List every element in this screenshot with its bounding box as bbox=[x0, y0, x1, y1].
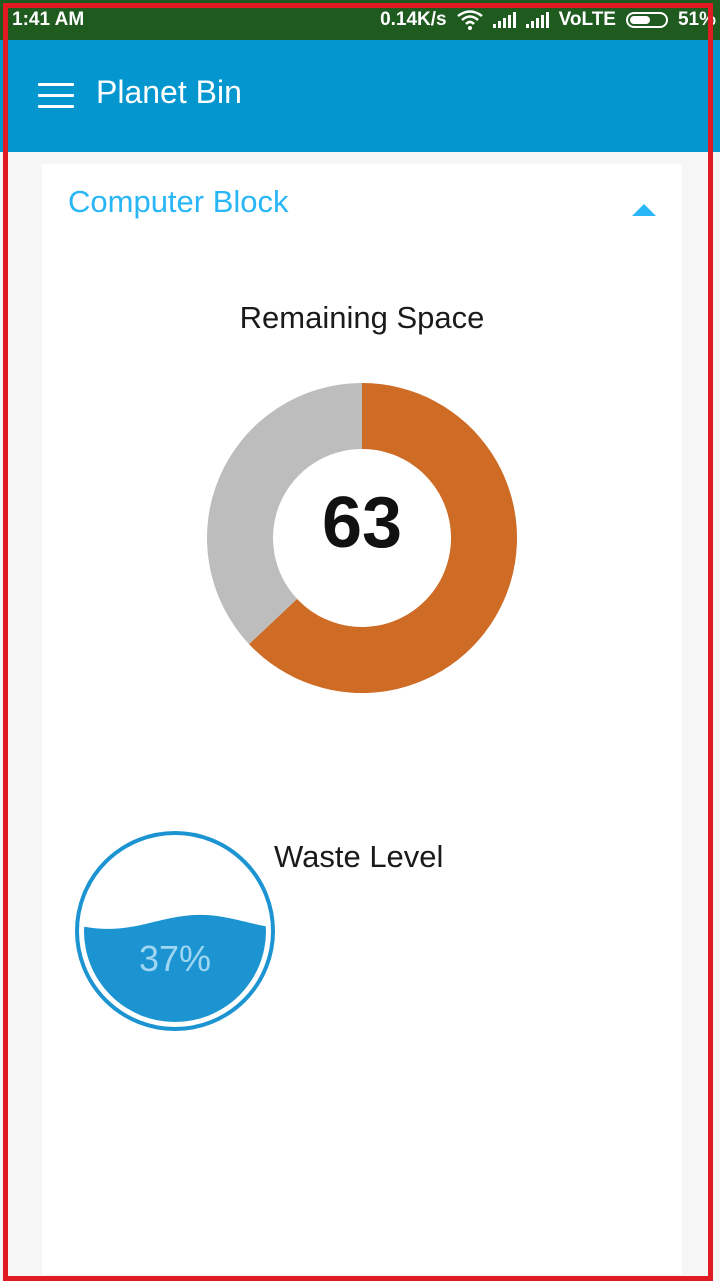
waste-level-gauge bbox=[75, 831, 275, 1031]
card-title[interactable]: Computer Block bbox=[68, 184, 289, 219]
status-time: 1:41 AM bbox=[12, 9, 85, 30]
status-bar: 1:41 AM 0.14K/s VoLTE 51% bbox=[0, 0, 720, 40]
gauge-water-fill bbox=[84, 914, 266, 1022]
signal-icon bbox=[492, 12, 516, 28]
remaining-space-label: Remaining Space bbox=[239, 300, 485, 335]
battery-percent: 51% bbox=[677, 9, 716, 30]
donut-slice-0 bbox=[249, 383, 517, 693]
remaining-space-donut-chart bbox=[207, 383, 517, 693]
waste-level-label: Waste Level bbox=[274, 839, 444, 874]
battery-icon bbox=[625, 12, 668, 28]
network-type: VoLTE bbox=[558, 9, 616, 30]
location-card: Computer Block Remaining Space 63 37% Wa… bbox=[42, 164, 682, 1274]
waste-level-percent: 37% bbox=[138, 938, 212, 979]
signal-icon-2 bbox=[525, 12, 549, 28]
app-bar: Planet Bin bbox=[0, 40, 720, 152]
donut-slice-1 bbox=[207, 383, 362, 645]
network-speed: 0.14K/s bbox=[380, 9, 447, 30]
wifi-icon bbox=[456, 10, 483, 30]
app-title: Planet Bin bbox=[96, 74, 242, 110]
remaining-space-value: 63 bbox=[321, 483, 403, 563]
collapse-button[interactable] bbox=[626, 198, 662, 222]
hamburger-menu-icon[interactable] bbox=[38, 83, 74, 109]
status-right-group: 0.14K/s VoLTE 51% bbox=[380, 9, 716, 31]
gauge-ring bbox=[75, 831, 275, 1031]
chevron-up-icon bbox=[632, 204, 656, 216]
